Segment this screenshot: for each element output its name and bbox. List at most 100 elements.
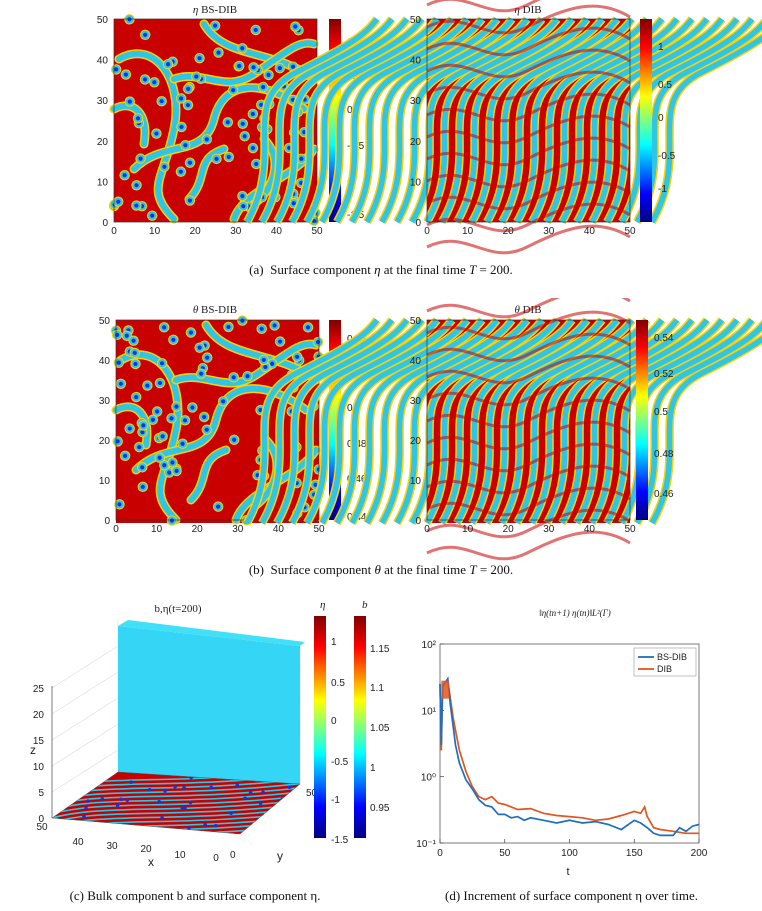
x-tick-label: 0 (213, 853, 219, 864)
colorbar-eta-3d (314, 616, 326, 838)
cbar-eta-label: η (320, 599, 325, 611)
legend-bsdib: BS-DIB (657, 652, 687, 662)
colorbar-tick-label: -1 (331, 795, 340, 806)
colorbar-tick-label: 1 (331, 637, 337, 648)
x-tick-label: 0 (424, 524, 430, 535)
colorbar-tick-label: 0.48 (654, 449, 674, 460)
y-tick-label: 10 (410, 177, 422, 188)
colorbar-tick-label: -0.5 (331, 757, 349, 768)
panel-d-x-label: t (566, 866, 569, 878)
colorbar-tick-label: 0.52 (654, 369, 674, 380)
colorbar-tick-label: -1 (658, 184, 667, 195)
cbar-b-label: b (362, 599, 368, 611)
x-tick-label: 30 (543, 524, 555, 535)
y-tick-label: 0 (104, 516, 110, 527)
x-tick-label: 10 (151, 524, 163, 535)
y-tick-label: 10⁻¹ (416, 839, 436, 850)
panel-c-y-label: y (277, 849, 283, 863)
x-tick-label: 50 (36, 822, 48, 833)
colorbar-theta-dib (636, 320, 648, 520)
z-tick-label: 5 (38, 788, 44, 799)
panel-c-x-label: x (148, 855, 154, 869)
z-tick-label: 25 (33, 684, 45, 695)
x-tick-label: 20 (140, 844, 152, 855)
colorbar-b-3d (354, 616, 366, 838)
x-tick-label: 10 (149, 226, 161, 237)
caption-a: (a) Surface component η at the final tim… (249, 262, 513, 277)
colorbar-tick-label: 1.1 (370, 683, 384, 694)
panel-d-line-chart: ‖η(tn+1) η(tn)‖L²(Γ) 10² 10¹ 10⁰ 10⁻¹ 0 50 10… (416, 608, 708, 878)
y-tick-label: 40 (97, 56, 109, 67)
panel-c-y-tick-50: 50 (306, 788, 318, 799)
x-tick-label: 0 (113, 524, 119, 535)
y-tick-label: 30 (410, 96, 422, 107)
svg-text:η BS-DIB: η BS-DIB (193, 4, 237, 16)
colorbar-tick-label: 1.05 (370, 723, 390, 734)
colorbar-tick-label: 0.5 (658, 80, 672, 91)
x-tick-label: 150 (626, 848, 643, 859)
x-tick-label: 30 (106, 841, 118, 852)
x-tick-label: 50 (499, 848, 511, 859)
y-tick-label: 10 (97, 177, 109, 188)
y-tick-label: 0 (102, 218, 108, 229)
colorbar-eta-dib (640, 19, 652, 222)
y-tick-label: 30 (99, 396, 111, 407)
x-tick-label: 40 (273, 524, 285, 535)
y-tick-label: 0 (415, 516, 421, 527)
x-tick-label: 40 (72, 837, 84, 848)
x-tick-label: 20 (192, 524, 204, 535)
panel-d-y-ticks: 10² 10¹ 10⁰ 10⁻¹ (416, 640, 444, 850)
y-tick-label: 50 (410, 316, 422, 327)
y-tick-label: 20 (410, 436, 422, 447)
x-tick-label: 0 (437, 848, 443, 859)
colorbar-tick-label: 1 (370, 763, 376, 774)
y-tick-label: 10² (422, 640, 437, 651)
y-tick-label: 10⁰ (421, 773, 436, 784)
panel-c-z-label: z (30, 743, 36, 757)
heatmap-theta-dib: θ DIB 0 10 20 30 40 50010203040500.540.520.50… (243, 298, 762, 561)
legend-dib: DIB (657, 664, 672, 674)
y-tick-label: 50 (97, 15, 109, 26)
y-tick-label: 40 (99, 356, 111, 367)
x-tick-label: 50 (311, 226, 323, 237)
x-tick-label: 40 (271, 226, 283, 237)
x-tick-label: 10 (462, 226, 474, 237)
x-tick-label: 30 (232, 524, 244, 535)
panel-d-legend: BS-DIB DIB (633, 647, 697, 677)
x-tick-label: 10 (174, 850, 186, 861)
y-tick-label: 40 (410, 56, 422, 67)
series-line-bs-dib (439, 676, 700, 837)
z-tick-label: 20 (33, 710, 45, 721)
x-tick-label: 20 (190, 226, 202, 237)
series-line-dib (439, 679, 699, 835)
x-tick-label: 50 (313, 524, 325, 535)
y-tick-label: 20 (97, 137, 109, 148)
colorbar-tick-label: -1.5 (331, 835, 349, 846)
row-b-figure: θ BS-DIB 0 10 20 30 40 50010203040500.540.520… (99, 298, 762, 561)
y-tick-label: 10 (410, 476, 422, 487)
colorbar-tick-label: 0.5 (331, 678, 345, 689)
colorbar-tick-label: 0.46 (347, 474, 367, 485)
caption-c: (c) Bulk component b and surface compone… (69, 888, 321, 903)
x-tick-label: 40 (584, 524, 596, 535)
bulk-plane-b (118, 626, 300, 784)
y-tick-label: 10 (99, 476, 111, 487)
colorbar-tick-label: 0 (658, 113, 664, 124)
y-tick-label: 10¹ (422, 706, 437, 717)
x-tick-label: 50 (624, 226, 636, 237)
colorbar-tick-label: 0.5 (654, 407, 668, 418)
y-tick-label: 50 (410, 15, 422, 26)
z-tick-label: 15 (33, 736, 45, 747)
colorbar-tick-label: -0.5 (658, 151, 676, 162)
colorbar-tick-label: 0 (347, 105, 353, 116)
colorbar-tick-label: 1.15 (370, 644, 390, 655)
y-tick-label: 30 (410, 396, 422, 407)
panel-d-title: ‖η(tn+1) η(tn)‖L²(Γ) (539, 608, 611, 618)
y-tick-label: 40 (410, 356, 422, 367)
y-tick-label: 50 (99, 316, 111, 327)
x-tick-label: 200 (691, 848, 708, 859)
row-a-figure: η BS-DIB 0 10 20 30 40 50 0 10 20 30 40 50 1 0.5 0 -0.5… (97, 0, 762, 255)
panel-c-title: b,η(t=200) (154, 603, 201, 615)
